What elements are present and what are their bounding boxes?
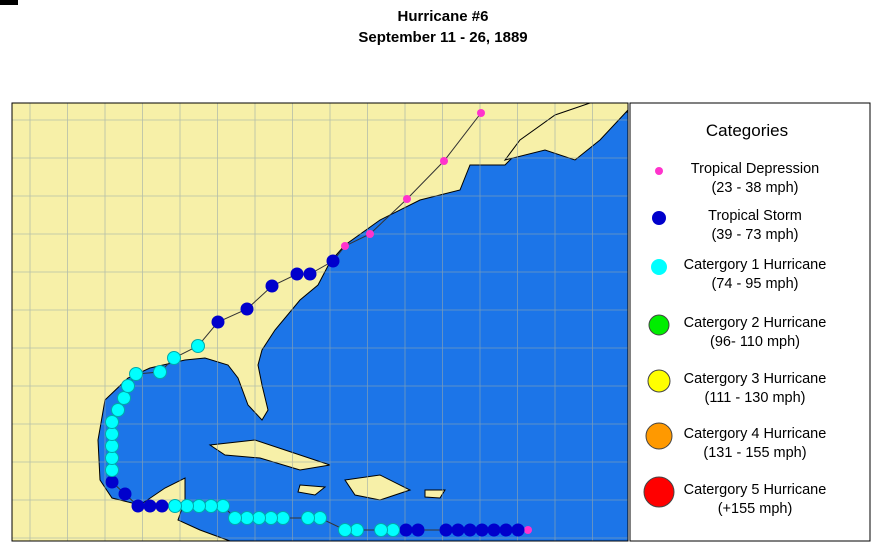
track-point [240,302,254,316]
legend-label: Catergory 3 Hurricane [684,371,827,387]
track-point [180,499,194,513]
track-point [131,499,145,513]
track-point [228,511,242,525]
track-point [499,523,513,537]
track-point [111,403,125,417]
track-point [155,499,169,513]
legend-items: Tropical Depression (23 - 38 mph) Tropical… [643,161,827,517]
land-jamaica [297,484,327,496]
legend-swatch [648,314,670,336]
legend-title: Categories [706,121,788,140]
track-point [117,391,131,405]
land-puerto-rico [424,489,446,499]
track-point [366,230,374,238]
track-point [326,254,340,268]
track-point [487,523,501,537]
land-hispaniola [344,474,412,501]
legend-label: Tropical Depression [691,161,819,177]
legend-range: (96- 110 mph) [710,334,800,350]
map [11,102,629,542]
legend-swatch [645,422,673,450]
track-point [313,511,327,525]
legend-label: Catergory 2 Hurricane [684,315,827,331]
track-point [211,315,225,329]
track-point [168,499,182,513]
legend-range: (39 - 73 mph) [711,227,798,243]
track-point [192,499,206,513]
track-point [105,451,119,465]
track-point [121,379,135,393]
track-point [105,415,119,429]
legend-swatch [643,476,675,508]
corner-mark [0,0,18,5]
legend-swatch [655,167,663,175]
legend-range: (23 - 38 mph) [711,180,798,196]
track-point [403,195,411,203]
legend-label: Tropical Storm [708,208,802,224]
track-point [338,523,352,537]
legend-range: (131 - 155 mph) [703,445,806,461]
track-point [440,157,448,165]
legend-range: (111 - 130 mph) [704,390,805,406]
legend-frame [629,102,871,542]
track-point [290,267,304,281]
track-point [143,499,157,513]
track-point [524,526,532,534]
legend-swatch [651,259,667,275]
track-point [276,511,290,525]
map-frame [11,102,629,542]
legend-range: (+155 mph) [718,501,793,517]
track-point [204,499,218,513]
track-point [439,523,453,537]
track-point [399,523,413,537]
track-point [153,365,167,379]
track-point [477,109,485,117]
track-point [374,523,388,537]
track-point [463,523,477,537]
track-point [105,427,119,441]
track-point [301,511,315,525]
land-cuba [208,439,331,471]
track-point [411,523,425,537]
track-point [511,523,525,537]
track-point [386,523,400,537]
title: Hurricane #6 [398,8,489,25]
track-point [129,367,143,381]
track-point [451,523,465,537]
legend-swatch [647,369,671,393]
legend: Categories Tropical Depression (23 - 38 m… [629,102,871,542]
legend-label: Catergory 1 Hurricane [684,257,827,273]
subtitle: September 11 - 26, 1889 [358,29,527,46]
legend-swatch [652,211,666,225]
track-point [191,339,205,353]
track-point [303,267,317,281]
track-point [105,439,119,453]
track-point [105,475,119,489]
track-point [475,523,489,537]
track-point [216,499,230,513]
legend-range: (74 - 95 mph) [711,276,798,292]
track-point [240,511,254,525]
track-point [264,511,278,525]
legend-label: Catergory 5 Hurricane [684,482,827,498]
legend-label: Catergory 4 Hurricane [684,426,827,442]
track-point [265,279,279,293]
track-point [118,487,132,501]
track-point [252,511,266,525]
track-point [350,523,364,537]
storm-track [105,109,532,537]
track-point [341,242,349,250]
track-point [105,463,119,477]
track-point [167,351,181,365]
